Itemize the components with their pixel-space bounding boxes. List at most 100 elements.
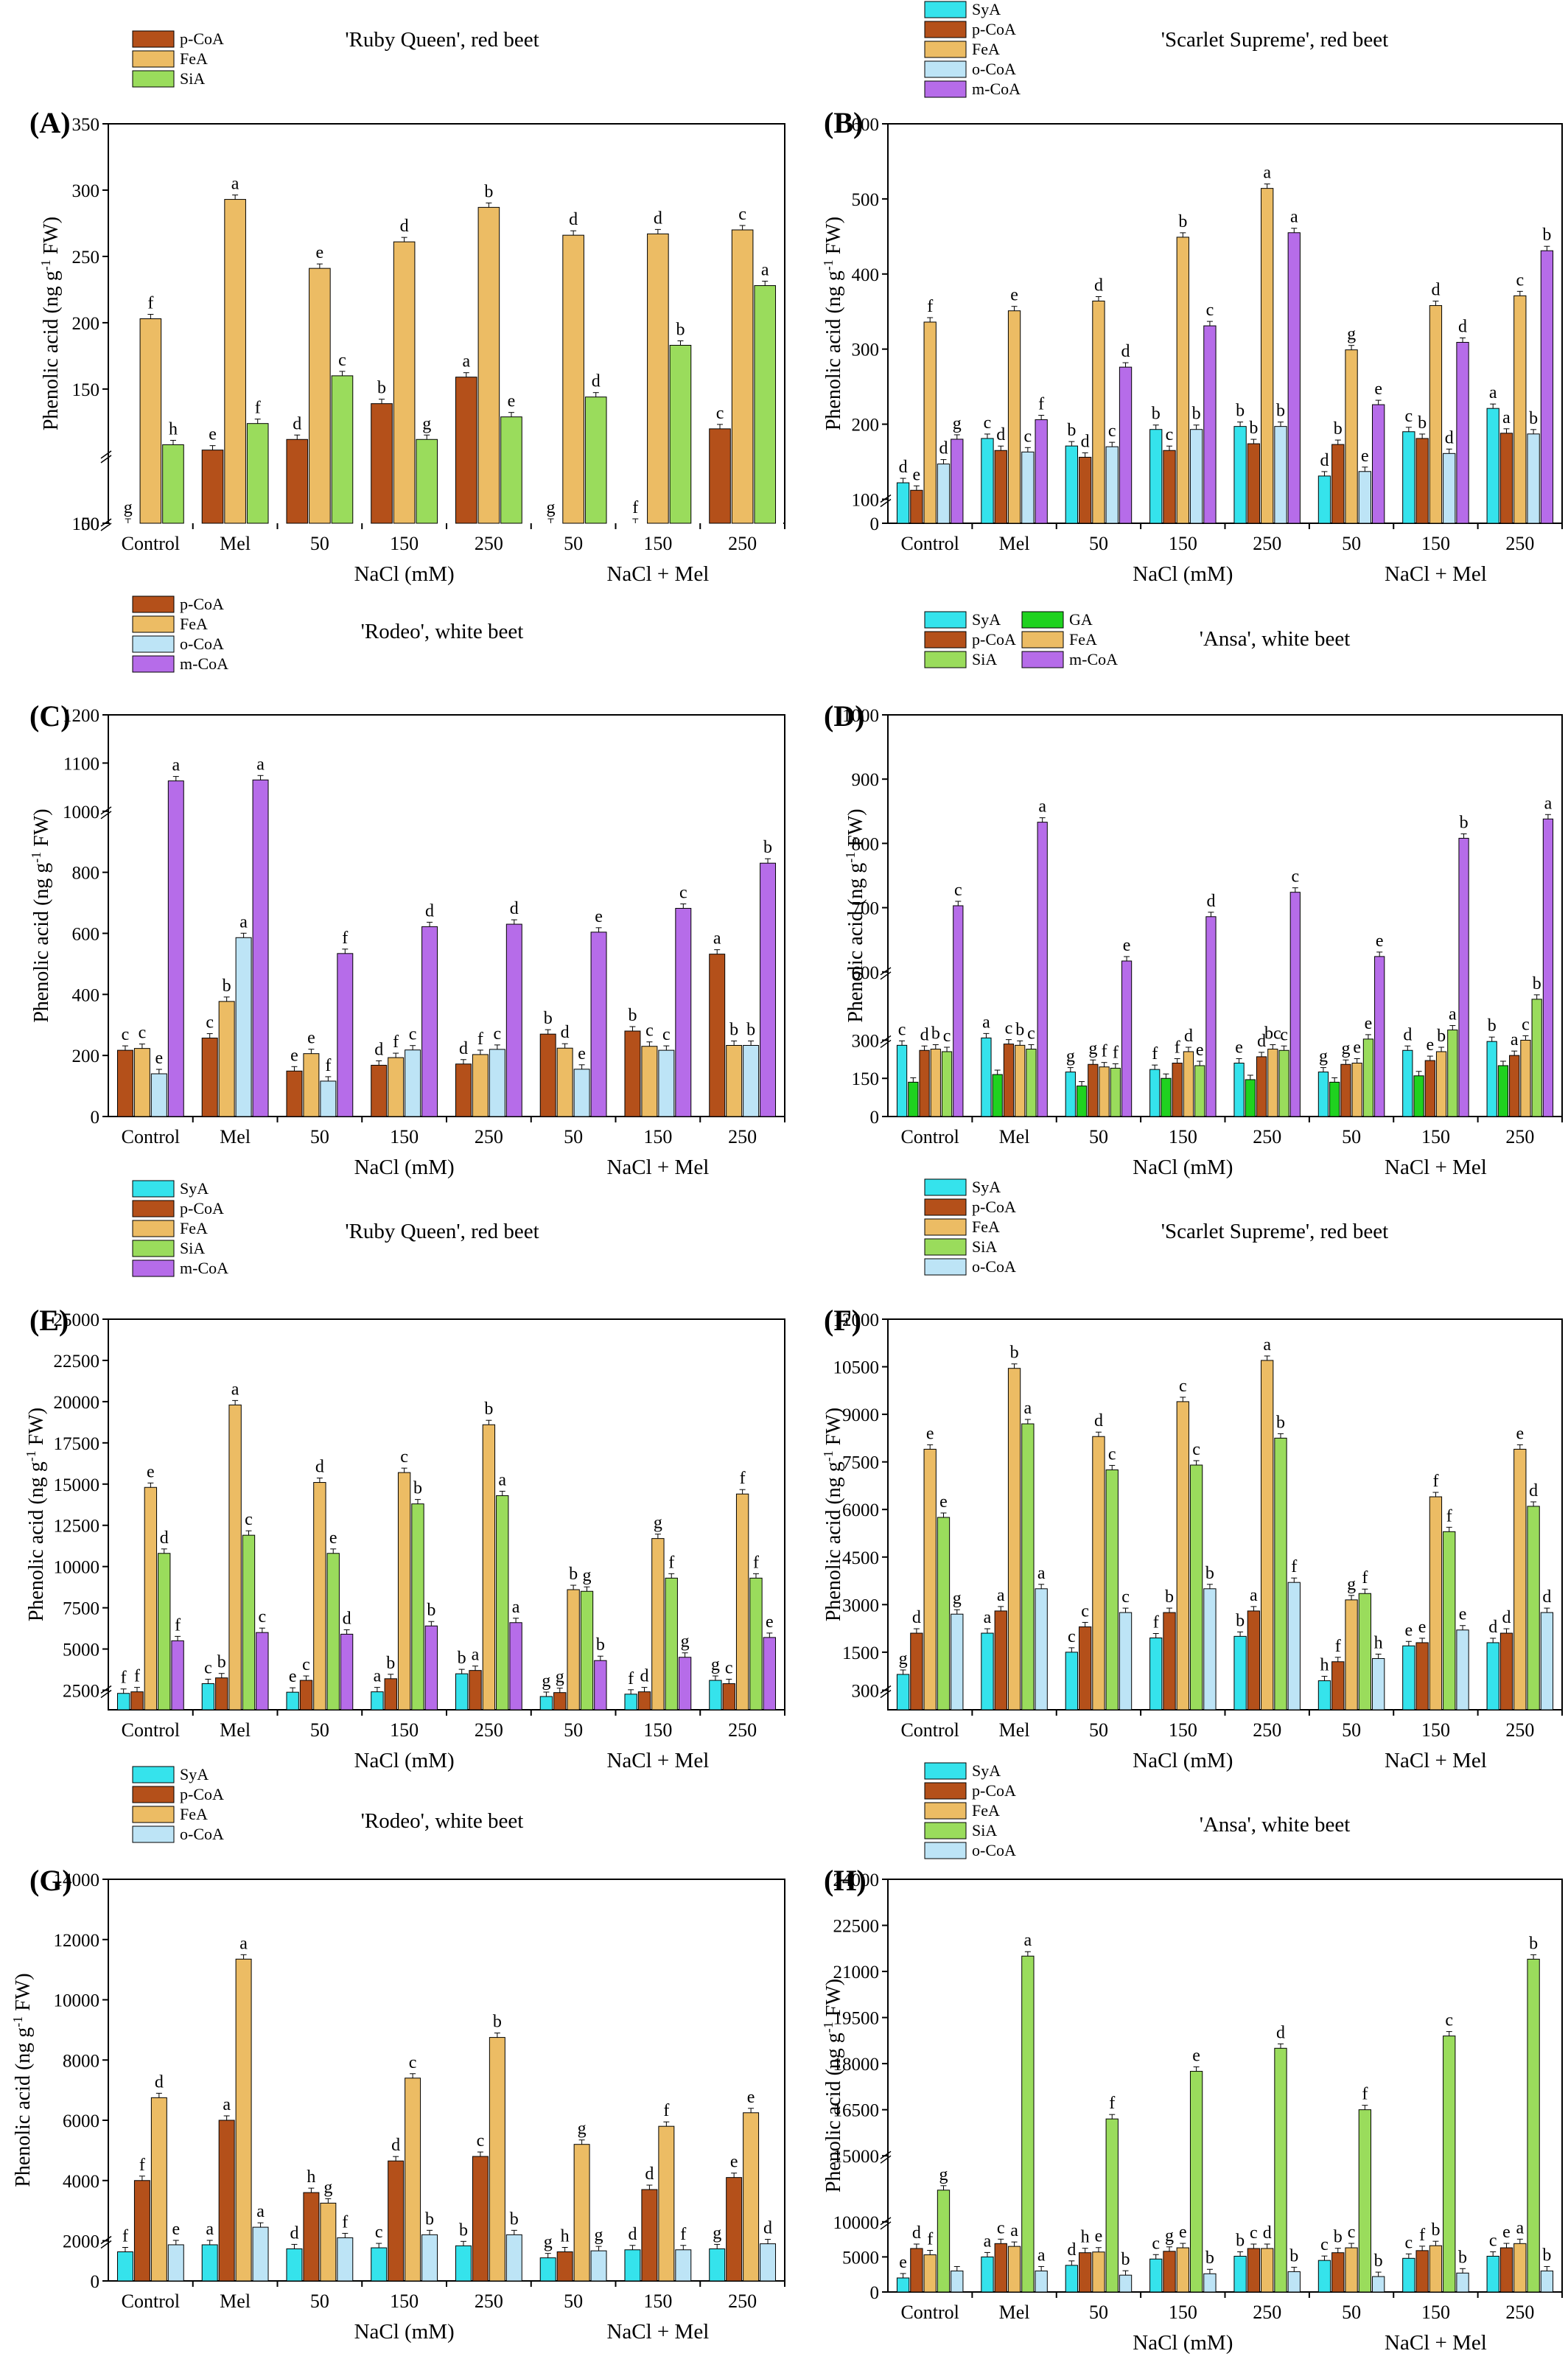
- bar: [624, 1694, 637, 1711]
- bar: [1447, 1030, 1458, 1117]
- bar: [1261, 188, 1274, 524]
- x-tick-label: 50: [1089, 533, 1108, 554]
- significance-letter: g: [953, 414, 962, 433]
- significance-letter: a: [472, 1646, 480, 1665]
- axis-break-gap: [889, 2218, 1561, 2225]
- significance-letter: e: [209, 425, 217, 444]
- axis-break-mark: [100, 2235, 112, 2245]
- legend-label: SiA: [180, 69, 205, 88]
- significance-letter: g: [1347, 1575, 1356, 1594]
- significance-letter: b: [223, 976, 231, 996]
- x-tick-label: 250: [728, 533, 757, 554]
- legend-swatch: [1021, 651, 1064, 668]
- legend-swatch: [924, 1178, 967, 1196]
- bar: [1513, 295, 1527, 524]
- legend-swatch: [924, 1258, 967, 1276]
- bar: [1105, 446, 1119, 524]
- bar: [1413, 1075, 1424, 1117]
- legend-label: SiA: [972, 1821, 997, 1839]
- legend-swatch: [132, 1766, 175, 1783]
- x-tick-label: Mel: [220, 2291, 251, 2312]
- bar: [1176, 237, 1189, 524]
- legend-swatch: [132, 1200, 175, 1217]
- y-tick-label: 100: [852, 490, 880, 510]
- bar: [981, 2256, 994, 2293]
- significance-letter: b: [1015, 1020, 1024, 1039]
- significance-letter: b: [1437, 1027, 1446, 1046]
- bar: [1499, 1632, 1513, 1711]
- significance-letter: c: [1152, 2234, 1160, 2253]
- bar: [1247, 1610, 1261, 1711]
- bar: [1105, 1469, 1119, 1711]
- significance-letter: d: [1094, 1411, 1103, 1430]
- significance-letter: g: [711, 1655, 720, 1674]
- significance-letter: e: [1361, 447, 1369, 466]
- bar: [224, 199, 246, 524]
- x-tick-label: Control: [900, 1126, 959, 1147]
- bar: [384, 1678, 397, 1711]
- y-tick-label: 15000: [54, 1475, 100, 1495]
- bar: [1092, 300, 1105, 524]
- significance-letter: b: [425, 2209, 434, 2229]
- significance-letter: a: [374, 1667, 382, 1686]
- legend-label: o-CoA: [972, 60, 1016, 78]
- significance-letter: b: [763, 838, 772, 857]
- significance-letter: g: [1347, 325, 1356, 344]
- y-tick-label: 12500: [54, 1517, 100, 1537]
- significance-letter: a: [239, 1934, 248, 1953]
- significance-letter: e: [926, 1424, 934, 1443]
- bar: [1247, 2248, 1261, 2293]
- axis-break-mark: [100, 1685, 112, 1694]
- axis-break-mark: [100, 450, 112, 459]
- y-axis-label-main: Phenolic acid (ng g: [30, 863, 53, 1023]
- axis-break-mark: [880, 1039, 892, 1049]
- significance-letter: b: [676, 321, 685, 340]
- bar: [590, 2250, 607, 2282]
- x-group-label-nacl-mel: NaCl + Mel: [1385, 1156, 1487, 1179]
- legend-swatch: [924, 1218, 967, 1236]
- y-axis-label-tail: FW): [822, 1979, 845, 2022]
- bar: [951, 438, 964, 524]
- bar: [252, 779, 269, 1117]
- legend: SyA GA p-CoA FeA SiA m-CoA: [924, 610, 1118, 668]
- significance-letter: bc: [1264, 1024, 1281, 1044]
- bar: [1540, 1612, 1554, 1711]
- y-tick-label: 16500: [833, 2101, 880, 2121]
- y-tick-label: 0: [91, 1108, 100, 1128]
- axis-break-mark: [100, 1689, 112, 1699]
- x-group-label-nacl-mel: NaCl + Mel: [1385, 2331, 1487, 2355]
- significance-letter: c: [1405, 2233, 1413, 2252]
- bar: [1274, 426, 1287, 524]
- bar: [1317, 2260, 1331, 2293]
- y-tick-label: 600: [72, 924, 100, 944]
- bar: [1456, 1629, 1469, 1711]
- bar: [624, 2249, 641, 2282]
- bar: [337, 2237, 354, 2282]
- bar: [1374, 956, 1385, 1117]
- significance-letter: c: [139, 1024, 147, 1043]
- x-tick-label: Mel: [220, 533, 251, 554]
- y-axis-ticks: 0 2000 4000 6000 8000 10000 12000 14000: [54, 1870, 108, 2292]
- bar: [1078, 456, 1092, 524]
- x-tick-label: 250: [475, 1126, 503, 1147]
- significance-letter: d: [920, 1025, 929, 1044]
- bar: [286, 1070, 303, 1117]
- significance-letter: d: [645, 2164, 654, 2184]
- significance-letter: f: [175, 1615, 181, 1635]
- y-axis-label-main: Phenolic acid (ng g: [822, 1461, 845, 1621]
- bar: [150, 1073, 167, 1117]
- bar: [235, 1958, 252, 2282]
- y-axis-label-tail: FW): [822, 217, 845, 259]
- bar: [709, 1680, 722, 1711]
- bar: [1278, 1049, 1289, 1117]
- bar: [1119, 366, 1133, 524]
- significance-letter: e: [508, 392, 516, 411]
- significance-letter: c: [409, 1025, 417, 1044]
- significance-letter: f: [477, 1030, 483, 1049]
- legend-swatch: [132, 1806, 175, 1823]
- significance-letter: c: [1250, 2223, 1258, 2243]
- significance-letter: e: [329, 1528, 337, 1548]
